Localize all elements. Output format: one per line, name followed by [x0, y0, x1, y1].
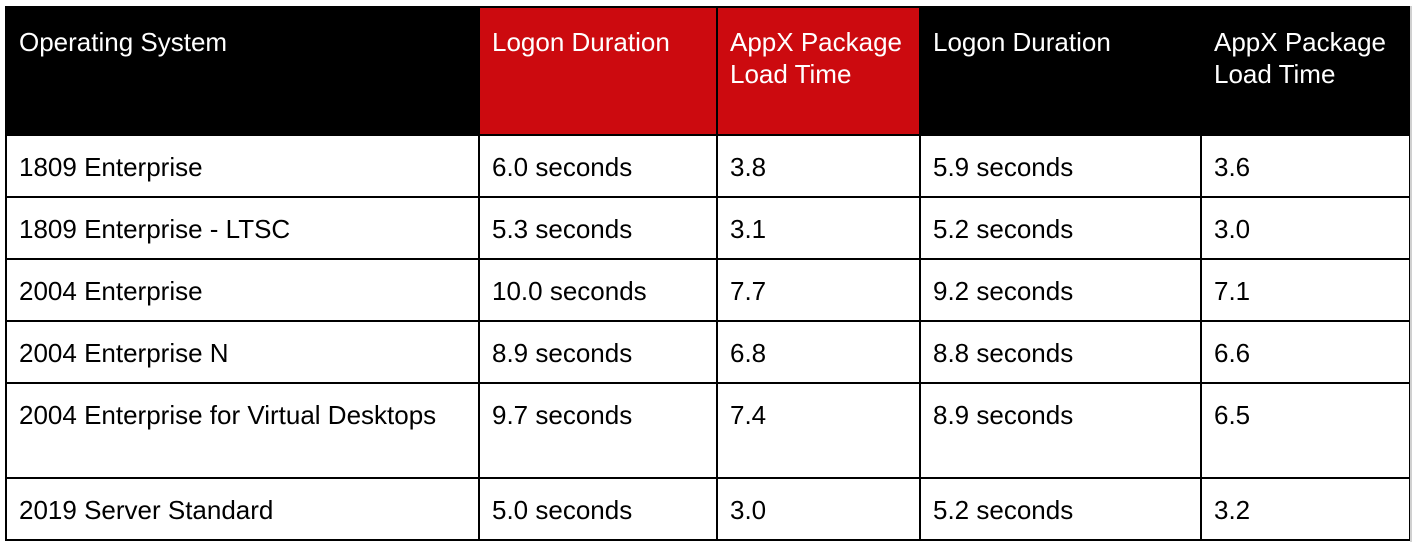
cell-appx-load-time: 3.0: [1200, 196, 1411, 260]
table-row: 2004 Enterprise N 8.9 seconds 6.8 8.8 se…: [5, 320, 1411, 384]
cell-logon-duration: 5.9 seconds: [919, 134, 1202, 198]
table-row: 1809 Enterprise - LTSC 5.3 seconds 3.1 5…: [5, 196, 1411, 260]
cell-logon-duration: 9.2 seconds: [919, 258, 1202, 322]
header-logon-duration-highlighted: Logon Duration: [478, 6, 718, 136]
header-row: Operating System Logon Duration AppX Pac…: [5, 6, 1411, 136]
results-table: Operating System Logon Duration AppX Pac…: [5, 6, 1411, 541]
cell-logon-duration: 8.8 seconds: [919, 320, 1202, 384]
header-operating-system: Operating System: [5, 6, 480, 136]
cell-appx-load-time: 3.1: [716, 196, 921, 260]
cell-appx-load-time: 7.4: [716, 382, 921, 479]
cell-operating-system: 2019 Server Standard: [5, 477, 480, 541]
header-logon-duration: Logon Duration: [919, 6, 1202, 136]
cell-appx-load-time: 7.7: [716, 258, 921, 322]
table-header: Operating System Logon Duration AppX Pac…: [5, 6, 1411, 136]
table-row: 2004 Enterprise 10.0 seconds 7.7 9.2 sec…: [5, 258, 1411, 322]
cell-logon-duration: 5.2 seconds: [919, 196, 1202, 260]
cell-appx-load-time: 6.5: [1200, 382, 1411, 479]
cell-logon-duration: 9.7 seconds: [478, 382, 718, 479]
cell-operating-system: 2004 Enterprise for Virtual Desktops: [5, 382, 480, 479]
cell-operating-system: 2004 Enterprise: [5, 258, 480, 322]
cell-appx-load-time: 3.0: [716, 477, 921, 541]
cell-appx-load-time: 6.6: [1200, 320, 1411, 384]
cell-logon-duration: 10.0 seconds: [478, 258, 718, 322]
cell-appx-load-time: 3.2: [1200, 477, 1411, 541]
cell-operating-system: 2004 Enterprise N: [5, 320, 480, 384]
table-row: 2019 Server Standard 5.0 seconds 3.0 5.2…: [5, 477, 1411, 541]
cell-logon-duration: 6.0 seconds: [478, 134, 718, 198]
table-row: 2004 Enterprise for Virtual Desktops 9.7…: [5, 382, 1411, 479]
cell-logon-duration: 5.3 seconds: [478, 196, 718, 260]
table-row: 1809 Enterprise 6.0 seconds 3.8 5.9 seco…: [5, 134, 1411, 198]
header-appx-load-time: AppX Package Load Time: [1200, 6, 1411, 136]
cell-appx-load-time: 3.8: [716, 134, 921, 198]
page-edge-divider: [1410, 6, 1412, 542]
cell-logon-duration: 8.9 seconds: [478, 320, 718, 384]
cell-logon-duration: 8.9 seconds: [919, 382, 1202, 479]
cell-logon-duration: 5.2 seconds: [919, 477, 1202, 541]
cell-appx-load-time: 7.1: [1200, 258, 1411, 322]
header-appx-load-time-highlighted: AppX Package Load Time: [716, 6, 921, 136]
cell-operating-system: 1809 Enterprise - LTSC: [5, 196, 480, 260]
table-body: 1809 Enterprise 6.0 seconds 3.8 5.9 seco…: [5, 134, 1411, 541]
cell-appx-load-time: 3.6: [1200, 134, 1411, 198]
cell-operating-system: 1809 Enterprise: [5, 134, 480, 198]
cell-appx-load-time: 6.8: [716, 320, 921, 384]
cell-logon-duration: 5.0 seconds: [478, 477, 718, 541]
